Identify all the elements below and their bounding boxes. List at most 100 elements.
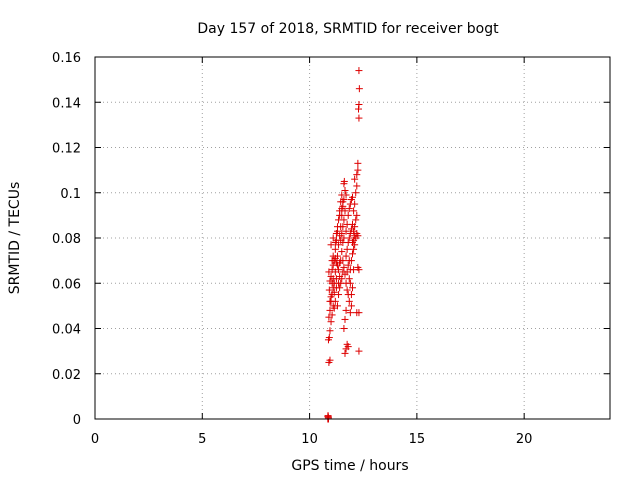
y-tick-label: 0.16 — [52, 51, 81, 66]
data-point — [345, 257, 353, 265]
data-point — [326, 356, 334, 364]
data-point — [330, 288, 338, 296]
data-point — [339, 198, 347, 206]
data-point — [328, 311, 336, 319]
data-point — [336, 211, 344, 219]
data-point — [341, 315, 349, 323]
data-point — [335, 279, 343, 287]
data-point — [345, 297, 353, 305]
data-point — [344, 211, 352, 219]
data-point — [341, 186, 349, 194]
chart-title: Day 157 of 2018, SRMTID for receiver bog… — [197, 21, 499, 37]
y-tick-label: 0.06 — [52, 277, 81, 292]
data-point — [355, 309, 363, 317]
data-point — [346, 309, 354, 317]
y-tick-label: 0.02 — [52, 368, 81, 383]
data-point — [329, 252, 337, 260]
data-point — [343, 220, 351, 228]
data-point — [355, 67, 363, 75]
data-point — [355, 114, 363, 122]
data-point — [352, 189, 360, 197]
data-point — [354, 232, 362, 240]
x-tick-label: 15 — [409, 432, 426, 447]
data-point — [329, 275, 337, 283]
data-point — [326, 306, 334, 314]
data-point — [332, 284, 340, 292]
data-point — [336, 259, 344, 267]
data-point — [325, 334, 333, 342]
data-point — [340, 216, 348, 224]
y-tick-label: 0.1 — [60, 187, 81, 202]
data-point — [324, 414, 332, 422]
data-point — [340, 263, 348, 271]
data-point — [347, 291, 355, 299]
data-point — [354, 159, 362, 167]
data-point — [355, 85, 363, 93]
data-point — [326, 327, 334, 335]
data-point — [336, 272, 344, 280]
data-point — [351, 175, 359, 183]
data-point — [343, 245, 351, 253]
x-tick-label: 20 — [516, 432, 533, 447]
data-point — [349, 250, 356, 258]
data-point — [347, 302, 355, 310]
data-point — [327, 318, 335, 326]
data-point — [352, 216, 360, 224]
data-point — [350, 207, 358, 215]
data-point — [355, 347, 363, 355]
data-point — [338, 248, 346, 256]
y-tick-label: 0.04 — [52, 323, 81, 338]
data-point — [327, 293, 335, 301]
data-point — [344, 343, 352, 351]
data-point — [335, 266, 343, 274]
data-point — [350, 236, 358, 244]
data-point — [345, 275, 353, 283]
data-point — [343, 268, 351, 276]
x-tick-label: 5 — [198, 432, 206, 447]
y-tick-label: 0.08 — [52, 232, 81, 247]
data-point — [332, 229, 340, 237]
data-point — [325, 286, 333, 294]
data-point — [326, 297, 334, 305]
data-point — [342, 227, 350, 235]
x-tick-label: 10 — [301, 432, 318, 447]
grid-lines — [95, 57, 610, 419]
data-point — [347, 196, 355, 204]
data-point — [350, 266, 358, 274]
data-point — [333, 302, 341, 310]
data-point — [351, 241, 359, 249]
y-tick-label: 0 — [73, 413, 81, 428]
data-point — [350, 245, 358, 253]
data-point — [331, 245, 339, 253]
data-point — [355, 101, 363, 109]
data-point — [333, 223, 341, 231]
data-point — [353, 211, 361, 219]
y-tick-label: 0.14 — [52, 96, 81, 111]
y-axis-title: SRMTID / TECUs — [7, 182, 23, 295]
data-point — [342, 306, 350, 314]
plot-frame — [94, 56, 611, 420]
y-tick-label: 0.12 — [52, 142, 81, 157]
data-point — [343, 286, 351, 294]
y-tick-labels: 0 0.02 0.04 0.06 0.08 0.1 0.12 0.14 0.16 — [52, 51, 81, 428]
data-point — [331, 239, 339, 247]
data-point — [344, 261, 352, 269]
x-tick-label: 0 — [91, 432, 99, 447]
data-point — [327, 241, 335, 249]
data-point — [335, 291, 343, 299]
data-point — [346, 279, 354, 287]
data-point — [345, 205, 353, 213]
data-point — [353, 171, 361, 179]
data-point — [346, 200, 354, 208]
x-tick-labels: 0 5 10 15 20 — [91, 432, 533, 447]
data-point — [337, 236, 345, 244]
data-point — [349, 284, 356, 292]
data-point — [342, 191, 350, 199]
data-point — [351, 223, 359, 231]
data-points — [324, 67, 363, 423]
data-point — [338, 205, 346, 213]
data-point — [354, 166, 362, 174]
data-point — [328, 257, 336, 265]
data-point — [341, 349, 349, 357]
